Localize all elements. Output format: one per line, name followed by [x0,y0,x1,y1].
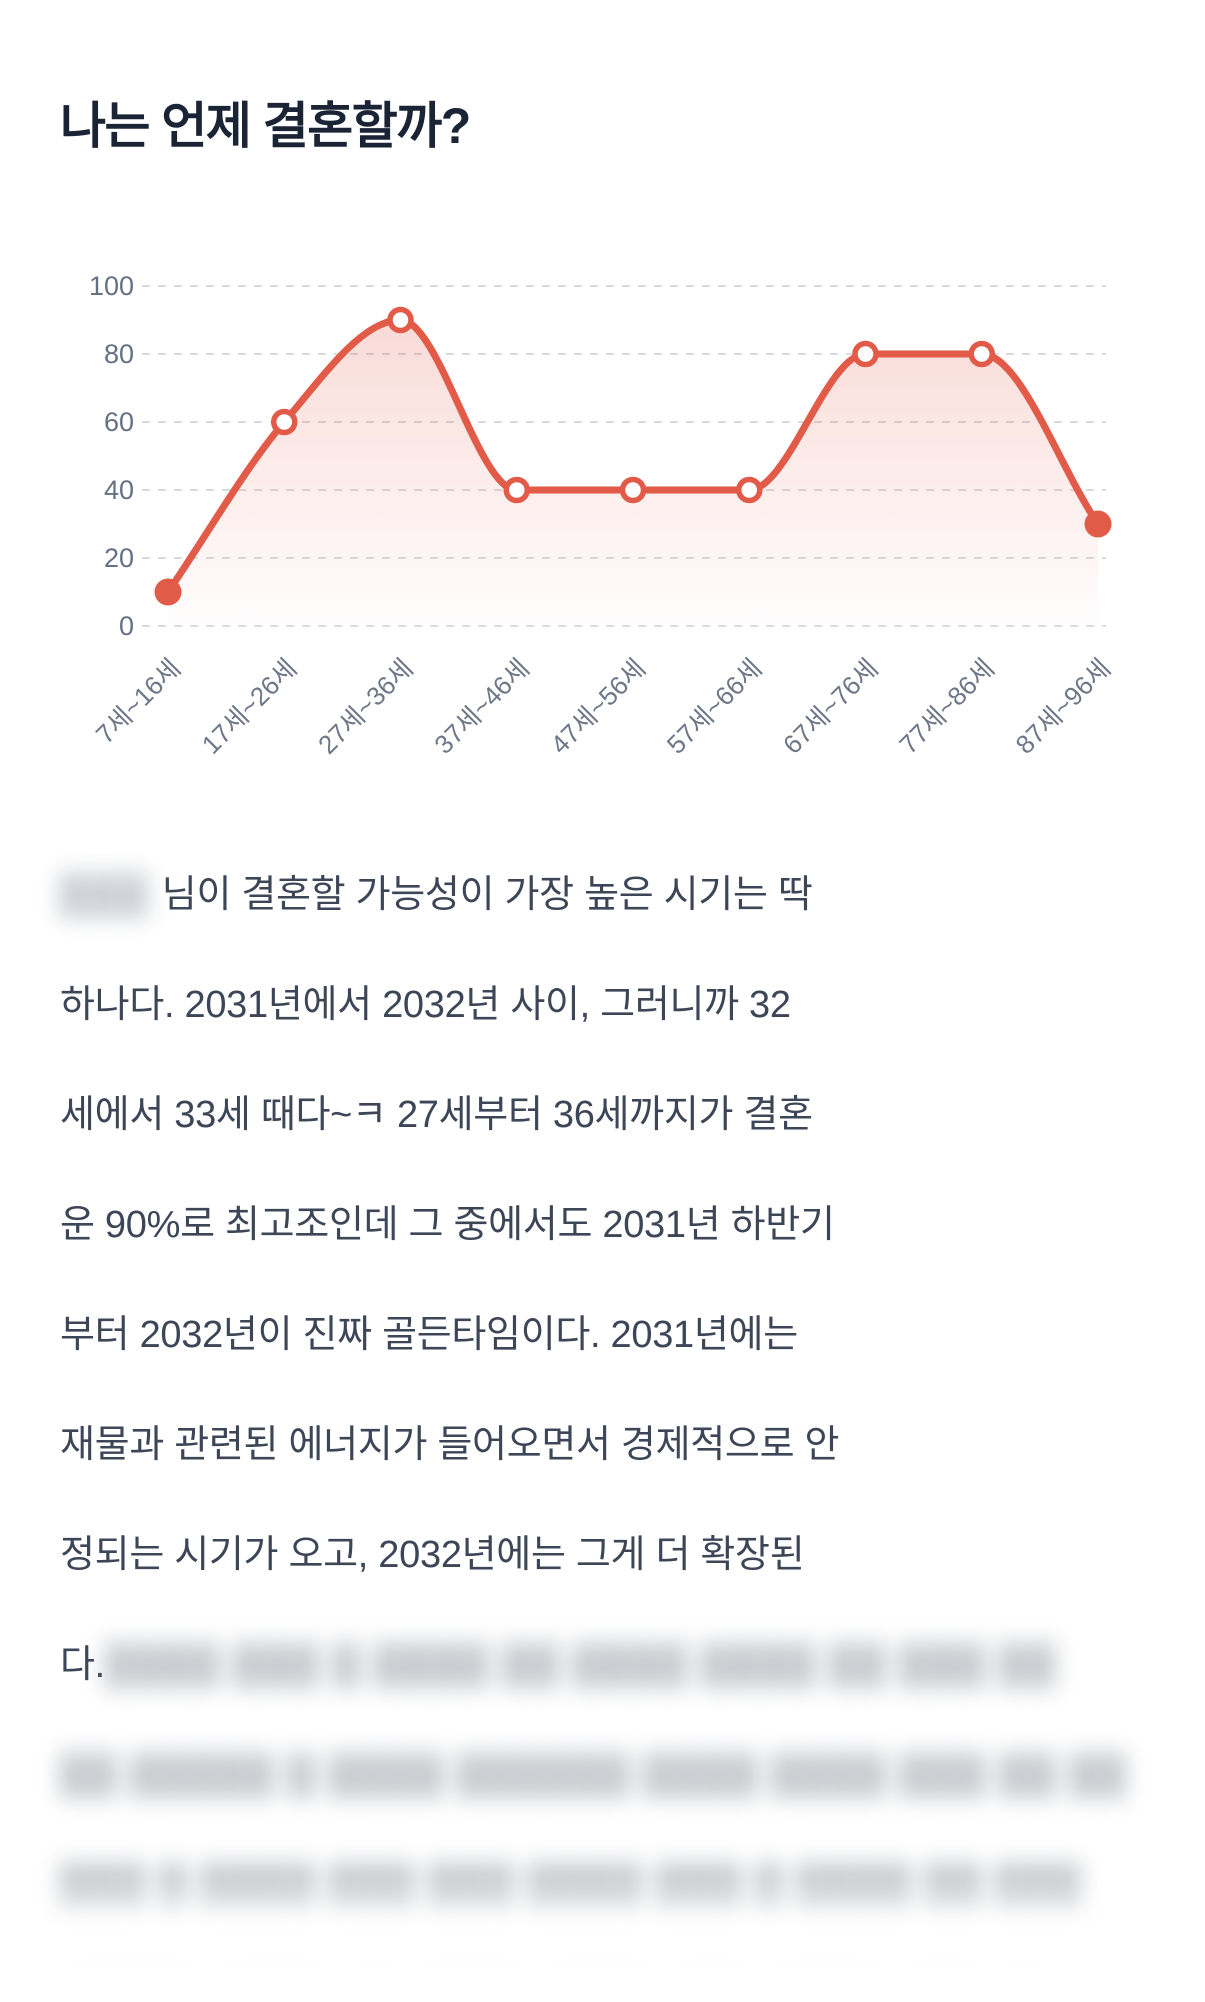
article-line: 운 90%로 최고조인데 그 중에서도 2031년 하반기 [60,1168,1160,1278]
x-axis-tick-label: 17세~26세 [196,653,303,760]
article-text: 정되는 시기가 오고, 2032년에는 그게 더 확장된 [60,1533,805,1576]
y-axis-tick-label: 80 [104,339,134,369]
x-axis-tick-label: 7세~16세 [90,653,186,749]
article-line: 다. ████ ███ █ ████ ██ ████ ████ ██ ███ █… [60,1608,1160,1718]
x-axis-tick-label: 77세~86세 [893,653,1000,760]
x-axis-tick-label: 67세~76세 [777,653,884,760]
chart-point-17세~26세 [271,408,298,436]
chart-area-fill [168,320,1098,626]
x-axis-tick-label: 57세~66세 [661,653,768,760]
redacted-text: █████ ████ ██ ████ ████ ███ ████ ███ ██ [60,1973,1058,2002]
y-axis-tick-label: 60 [104,407,134,437]
article-text: 부터 2032년이 진짜 골든타임이다. 2031년에는 [60,1313,798,1356]
redacted-text: ██ █████ █ ████ ██████ ████ ████ ███ ██ … [60,1753,1128,1796]
article-line: 세에서 33세 때다~ㅋ 27세부터 36세까지가 결혼 [60,1058,1160,1168]
chart-point-37세~46세 [503,476,530,504]
marriage-chart-svg: 100 80 60 40 20 0 7세~16세 17세~26세 27세~36세 37세~46세 4… [89,271,1117,760]
article-text: 님이 결혼할 가능성이 가장 높은 시기는 딱 [161,873,813,916]
article-line: ███ 님이 결혼할 가능성이 가장 높은 시기는 딱 [60,838,1160,948]
chart-point-47세~56세 [619,476,647,504]
y-axis-tick-label: 40 [104,475,134,505]
article-text: 다. [60,1643,105,1686]
article-line: █████ ████ ██ ████ ████ ███ ████ ███ ██ [60,1938,1160,2002]
article-text: 하나다. 2031년에서 2032년 사이, 그러니까 32 [60,983,791,1026]
page-title: 나는 언제 결혼할까? [60,97,471,154]
y-axis-tick-label: 100 [89,271,134,301]
chart-point-27세~36세 [387,306,414,334]
y-axis-tick-label: 0 [119,611,134,641]
redacted-text: ███ █ ████ ███ ███ ████ ███ █ ████ ██ ██… [60,1863,1083,1906]
chart-point-7세~16세 [154,578,182,606]
article-text: 재물과 관련된 에너지가 들어오면서 경제적으로 안 [60,1423,840,1466]
redacted-text: ████ ███ █ ████ ██ ████ ████ ██ ███ ██ [104,1643,1057,1686]
x-axis-tick-label: 87세~96세 [1010,653,1117,760]
article-line: 부터 2032년이 진짜 골든타임이다. 2031년에는 [60,1278,1160,1388]
chart-point-77세~86세 [968,340,995,368]
chart-point-57세~66세 [736,476,763,504]
x-axis-tick-label: 37세~46세 [428,653,535,760]
article-line: ██ █████ █ ████ ██████ ████ ████ ███ ██ … [60,1718,1160,1828]
chart-point-67세~76세 [852,340,879,368]
article-line: 정되는 시기가 오고, 2032년에는 그게 더 확장된 [60,1498,1160,1608]
x-axis-tick-label: 47세~56세 [545,653,652,760]
x-axis-tick-label: 27세~36세 [312,653,419,760]
article-line: 재물과 관련된 에너지가 들어오면서 경제적으로 안 [60,1388,1160,1498]
article-text: 세에서 33세 때다~ㅋ 27세부터 36세까지가 결혼 [60,1093,813,1136]
redacted-name: ███ [60,873,150,916]
chart-point-87세~96세 [1084,510,1112,538]
y-axis-tick-label: 20 [104,543,134,573]
article-text: 운 90%로 최고조인데 그 중에서도 2031년 하반기 [60,1203,835,1246]
article-line: 하나다. 2031년에서 2032년 사이, 그러니까 32 [60,948,1160,1058]
article-line: ███ █ ████ ███ ███ ████ ███ █ ████ ██ ██… [60,1828,1160,1938]
marriage-probability-chart: 100 80 60 40 20 0 7세~16세 17세~26세 27세~36세 37세~46세 4… [58,196,1150,808]
